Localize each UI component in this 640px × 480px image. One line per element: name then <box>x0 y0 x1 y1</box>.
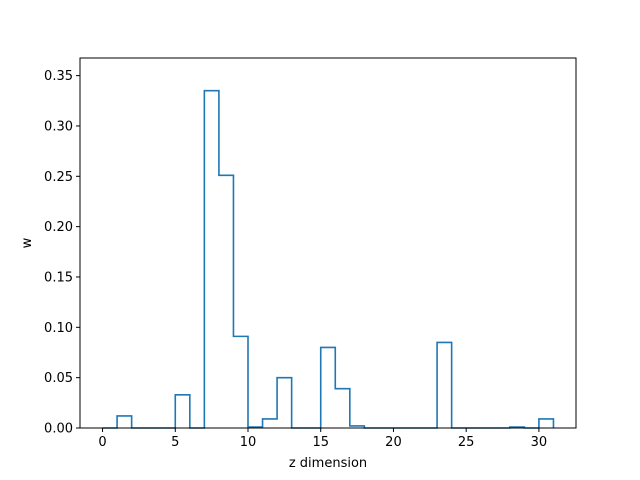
x-tick-label: 15 <box>312 435 329 450</box>
y-tick-label: 0.30 <box>44 119 73 134</box>
y-tick-label: 0.15 <box>44 270 73 285</box>
x-tick-label: 5 <box>171 435 179 450</box>
y-axis-ticks: 0.00 0.05 0.10 0.15 0.20 0.25 0.30 0.35 <box>44 69 80 437</box>
x-tick-label: 0 <box>98 435 106 450</box>
y-axis-label: w <box>20 237 35 248</box>
y-tick-label: 0.25 <box>44 170 73 185</box>
x-tick-label: 30 <box>531 435 548 450</box>
y-tick-label: 0.10 <box>44 321 73 336</box>
y-tick-label: 0.35 <box>44 69 73 84</box>
y-tick-label: 0.00 <box>44 422 73 437</box>
x-tick-label: 25 <box>458 435 475 450</box>
x-tick-label: 10 <box>240 435 257 450</box>
axes-frame <box>79 57 577 429</box>
y-tick-label: 0.20 <box>44 220 73 235</box>
x-axis-label: z dimension <box>289 456 367 471</box>
x-axis-ticks: 0 5 10 15 20 25 30 <box>98 428 547 450</box>
y-tick-label: 0.05 <box>44 371 73 386</box>
x-tick-label: 20 <box>385 435 402 450</box>
